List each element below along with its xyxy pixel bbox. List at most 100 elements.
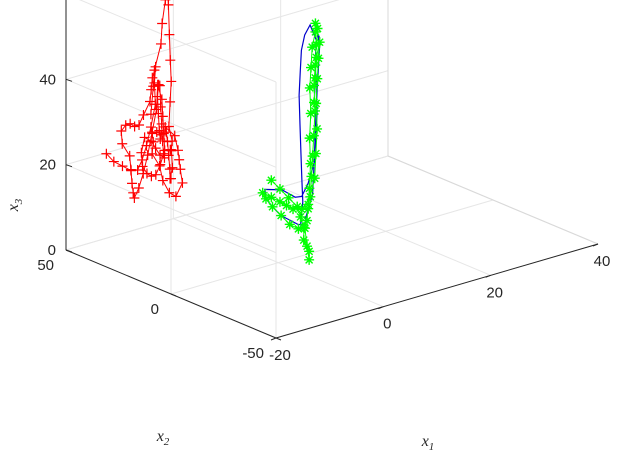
data-point-asterisk <box>309 97 320 108</box>
data-point-plus <box>133 182 144 193</box>
data-point-asterisk <box>305 108 316 119</box>
data-point-plus <box>166 173 176 184</box>
z-tick-label: 40 <box>39 71 56 88</box>
data-point-plus <box>137 154 148 165</box>
data-point-plus <box>117 161 128 172</box>
data-point-plus <box>166 76 177 87</box>
data-point-plus <box>147 148 158 159</box>
data-point-plus <box>170 191 181 202</box>
data-point-plus <box>128 187 139 198</box>
pane-grid <box>65 0 599 339</box>
x-tick-label: 20 <box>486 284 503 301</box>
z-tick <box>65 249 73 253</box>
side-wall-grid-line <box>65 164 277 254</box>
data-point-asterisk <box>283 192 294 203</box>
data-point-asterisk <box>257 187 268 198</box>
x-tick <box>378 306 384 310</box>
data-point-asterisk <box>311 98 322 109</box>
data-point-asterisk <box>314 37 325 48</box>
data-point-plus <box>151 104 162 115</box>
data-point-plus <box>156 118 167 129</box>
data-point-plus <box>148 136 159 147</box>
y-tick-label: 50 <box>37 257 54 274</box>
data-point-asterisk <box>308 130 319 141</box>
data-point-plus <box>116 126 127 137</box>
y-tick-label: 0 <box>151 301 159 318</box>
data-point-plus <box>134 119 145 130</box>
data-point-plus <box>127 178 138 189</box>
data-point-plus <box>156 129 167 140</box>
data-point-plus <box>159 145 170 156</box>
data-point-plus <box>129 121 140 132</box>
data-point-asterisk <box>313 53 324 64</box>
data-point-plus <box>154 80 165 91</box>
data-point-asterisk <box>309 173 320 184</box>
z-tick-label: 20 <box>39 157 56 174</box>
axes <box>65 0 599 341</box>
data-point-plus <box>164 164 175 175</box>
data-point-asterisk <box>303 199 314 210</box>
data-point-plus <box>173 145 183 156</box>
data-point-plus <box>155 159 166 170</box>
data-point-asterisk <box>312 123 323 134</box>
y-tick-label: -50 <box>242 345 264 362</box>
z-axis-label: x3 <box>5 198 25 212</box>
data-point-plus <box>120 120 131 131</box>
data-point-plus <box>117 138 128 149</box>
data-point-plus <box>157 111 168 122</box>
data-point-plus <box>139 132 150 143</box>
data-point-asterisk <box>309 80 320 91</box>
data-point-plus <box>136 147 147 158</box>
data-point-plus <box>124 150 135 161</box>
data-point-asterisk <box>267 201 278 212</box>
data-point-plus <box>175 164 186 175</box>
data-point-plus <box>157 18 168 29</box>
data-point-plus <box>158 128 169 139</box>
x-axis-line <box>275 243 599 339</box>
series-0 <box>101 0 188 204</box>
floor-grid-line <box>170 199 494 295</box>
data-point-plus <box>147 72 158 83</box>
data-point-plus <box>165 96 176 107</box>
data-point-asterisk <box>274 184 285 195</box>
data-point-asterisk <box>304 82 315 93</box>
y-axis-label: x2 <box>156 428 170 448</box>
data-point-plus <box>160 0 171 5</box>
data-point-asterisk <box>302 241 313 252</box>
data-point-asterisk <box>304 246 315 257</box>
data-point-plus <box>150 99 161 110</box>
data-point-asterisk <box>311 52 322 63</box>
data-point-asterisk <box>306 62 316 73</box>
data-point-asterisk <box>298 235 309 246</box>
x-tick <box>592 243 599 247</box>
data-point-asterisk <box>296 204 307 215</box>
data-point-plus <box>157 135 168 146</box>
data-point-plus <box>101 148 112 159</box>
side-wall-grid-line <box>79 0 277 83</box>
data-point-asterisk <box>310 148 321 159</box>
x-tick <box>485 274 491 278</box>
x-tick <box>270 337 277 341</box>
data-point-asterisk <box>288 204 299 215</box>
x-axis-label: x1 <box>421 433 435 453</box>
data-point-asterisk <box>260 193 271 204</box>
data-point-plus <box>165 55 176 66</box>
data-point-asterisk <box>305 158 316 169</box>
data-point-asterisk <box>312 73 323 84</box>
data-point-plus <box>146 136 157 147</box>
data-point-plus <box>132 164 143 175</box>
data-point-asterisk <box>276 210 287 221</box>
back-wall-grid-line <box>65 155 389 251</box>
data-point-plus <box>126 165 137 176</box>
data-point-plus <box>164 187 175 198</box>
side-wall-grid-line <box>65 78 277 168</box>
x-tick-label: -20 <box>269 347 291 364</box>
data-point-asterisk <box>266 175 277 186</box>
data-point-plus <box>145 122 156 133</box>
data-point-plus <box>155 38 166 49</box>
back-wall-grid-line <box>65 70 389 166</box>
data-point-plus <box>125 118 136 129</box>
series-2 <box>257 18 325 265</box>
